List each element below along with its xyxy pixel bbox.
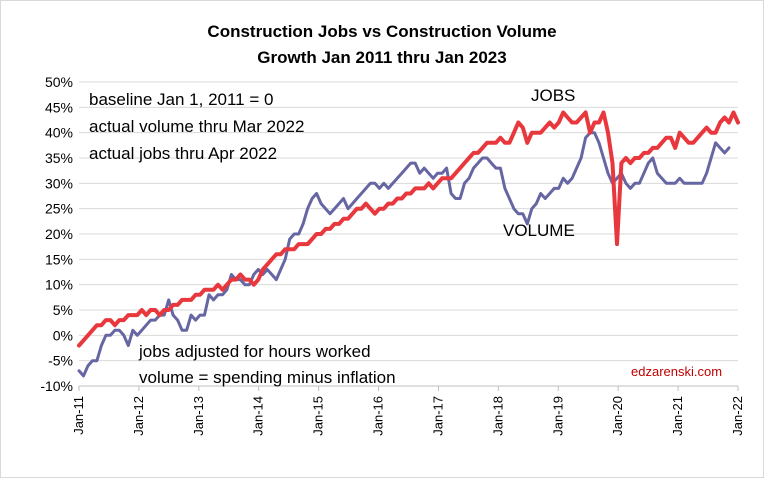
x-axis: Jan-11 Jan-12 Jan-13 Jan-14 Jan-15 Jan-16 Jan-… xyxy=(71,385,745,436)
x-tick-label: Jan-20 xyxy=(610,396,625,436)
x-tick-label: Jan-18 xyxy=(490,396,505,436)
y-tick-label: -5% xyxy=(48,353,73,369)
y-tick-label: 35% xyxy=(45,150,73,166)
series-line-volume xyxy=(77,131,731,378)
x-tick-label: Jan-17 xyxy=(430,396,445,436)
series-line-jobs xyxy=(77,110,740,348)
x-tick-label: Jan-11 xyxy=(71,396,86,435)
x-tick-label: Jan-19 xyxy=(550,396,565,436)
annotation-volume-thru: actual volume thru Mar 2022 xyxy=(89,117,304,136)
credit-text: edzarenski.com xyxy=(631,364,722,379)
y-tick-label: 15% xyxy=(45,251,73,267)
y-tick-label: 10% xyxy=(45,277,73,293)
x-tick-label: Jan-13 xyxy=(191,396,206,436)
series-lines xyxy=(77,110,740,378)
y-tick-label: 50% xyxy=(45,74,73,90)
chart-title-line-1: Construction Jobs vs Construction Volume xyxy=(207,22,556,41)
y-tick-label: 30% xyxy=(45,175,73,191)
y-tick-label: 40% xyxy=(45,125,73,141)
annotation-jobs-thru: actual jobs thru Apr 2022 xyxy=(89,144,277,163)
annotation-jobs-adjusted: jobs adjusted for hours worked xyxy=(138,342,371,361)
x-tick-label: Jan-15 xyxy=(311,396,326,436)
annotation-baseline: baseline Jan 1, 2011 = 0 xyxy=(89,90,273,109)
y-tick-label: 0% xyxy=(53,327,73,343)
y-tick-label: 45% xyxy=(45,99,73,115)
x-tick-label: Jan-21 xyxy=(670,396,685,436)
series-label-jobs: JOBS xyxy=(531,86,575,105)
x-tick-label: Jan-16 xyxy=(371,396,386,436)
y-tick-label: 25% xyxy=(45,201,73,217)
y-axis: -10% -5% 0% 5% 10% 15% 20% 25% 30% 35% 40% 45% 50% xyxy=(40,74,73,394)
chart-title-line-2: Growth Jan 2011 thru Jan 2023 xyxy=(257,48,506,67)
x-tick-label: Jan-14 xyxy=(251,396,266,436)
y-tick-label: 5% xyxy=(53,302,73,318)
x-tick-label: Jan-22 xyxy=(730,396,745,436)
annotation-volume-definition: volume = spending minus inflation xyxy=(139,368,396,387)
x-tick-label: Jan-12 xyxy=(131,396,146,436)
series-label-volume: VOLUME xyxy=(503,221,575,240)
y-tick-label: -10% xyxy=(40,378,73,394)
y-tick-label: 20% xyxy=(45,226,73,242)
